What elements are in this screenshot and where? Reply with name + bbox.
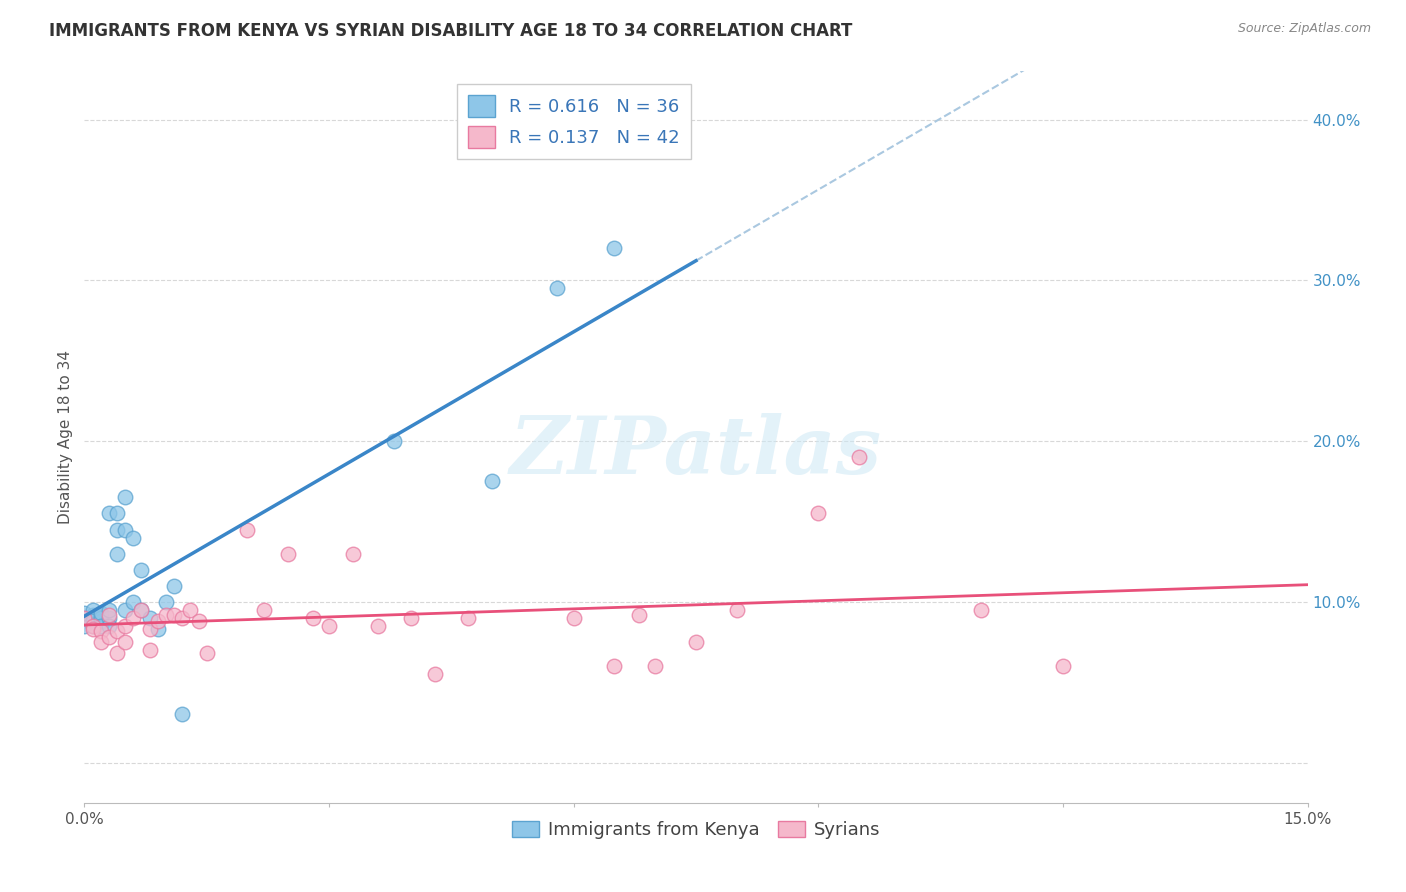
Point (685, 635, 707, 649)
Point (97, 630, 120, 644)
Point (546, 281, 568, 295)
Point (97, 611, 120, 625)
Point (82, 619, 104, 633)
Point (73, 611, 96, 625)
Point (82, 622, 104, 636)
Point (318, 619, 340, 633)
Legend: Immigrants from Kenya, Syrians: Immigrants from Kenya, Syrians (505, 814, 887, 847)
Point (603, 659, 626, 673)
Point (236, 523, 259, 537)
Point (138, 643, 160, 657)
Point (131, 603, 153, 617)
Point (73, 619, 96, 633)
Point (970, 603, 993, 617)
Point (155, 595, 177, 609)
Point (367, 619, 389, 633)
Point (146, 622, 169, 636)
Point (82, 614, 104, 628)
Text: Source: ZipAtlas.com: Source: ZipAtlas.com (1237, 22, 1371, 36)
Point (82, 619, 104, 633)
Point (90, 635, 112, 649)
Point (82, 607, 104, 622)
Point (138, 611, 160, 625)
Point (725, 603, 748, 617)
Point (114, 619, 136, 633)
Point (82, 603, 104, 617)
Point (807, 507, 830, 521)
Point (114, 635, 136, 649)
Point (97, 619, 120, 633)
Point (172, 611, 194, 625)
Point (90, 606, 112, 620)
Point (122, 595, 145, 609)
Point (562, 611, 585, 625)
Point (97, 507, 120, 521)
Point (105, 507, 128, 521)
Point (172, 707, 194, 722)
Point (73, 611, 96, 625)
Point (122, 531, 145, 545)
Point (163, 607, 186, 622)
Point (131, 603, 153, 617)
Point (131, 563, 153, 577)
Point (1052, 659, 1074, 673)
Point (105, 547, 128, 561)
Point (195, 646, 218, 660)
Point (82, 611, 104, 625)
Point (342, 547, 364, 561)
Point (187, 614, 209, 628)
Point (114, 603, 136, 617)
Point (114, 523, 136, 537)
Point (97, 603, 120, 617)
Point (399, 611, 422, 625)
Point (97, 607, 120, 622)
Point (90, 611, 112, 625)
Point (90, 614, 112, 628)
Point (627, 607, 650, 622)
Point (146, 614, 169, 628)
Point (155, 607, 177, 622)
Point (138, 622, 160, 636)
Point (457, 611, 479, 625)
Y-axis label: Disability Age 18 to 34: Disability Age 18 to 34 (58, 350, 73, 524)
Point (90, 619, 112, 633)
Text: ZIPatlas: ZIPatlas (510, 413, 882, 491)
Point (179, 603, 201, 617)
Point (253, 603, 276, 617)
Point (105, 646, 128, 660)
Point (114, 491, 136, 505)
Point (382, 434, 405, 449)
Point (105, 624, 128, 638)
Text: IMMIGRANTS FROM KENYA VS SYRIAN DISABILITY AGE 18 TO 34 CORRELATION CHART: IMMIGRANTS FROM KENYA VS SYRIAN DISABILI… (49, 22, 852, 40)
Point (423, 667, 446, 681)
Point (90, 624, 112, 638)
Point (105, 523, 128, 537)
Point (301, 611, 323, 625)
Point (481, 475, 503, 489)
Point (848, 450, 870, 465)
Point (163, 579, 186, 593)
Point (277, 547, 299, 561)
Point (603, 241, 626, 255)
Point (73, 606, 96, 620)
Point (122, 611, 145, 625)
Point (90, 607, 112, 622)
Point (644, 659, 666, 673)
